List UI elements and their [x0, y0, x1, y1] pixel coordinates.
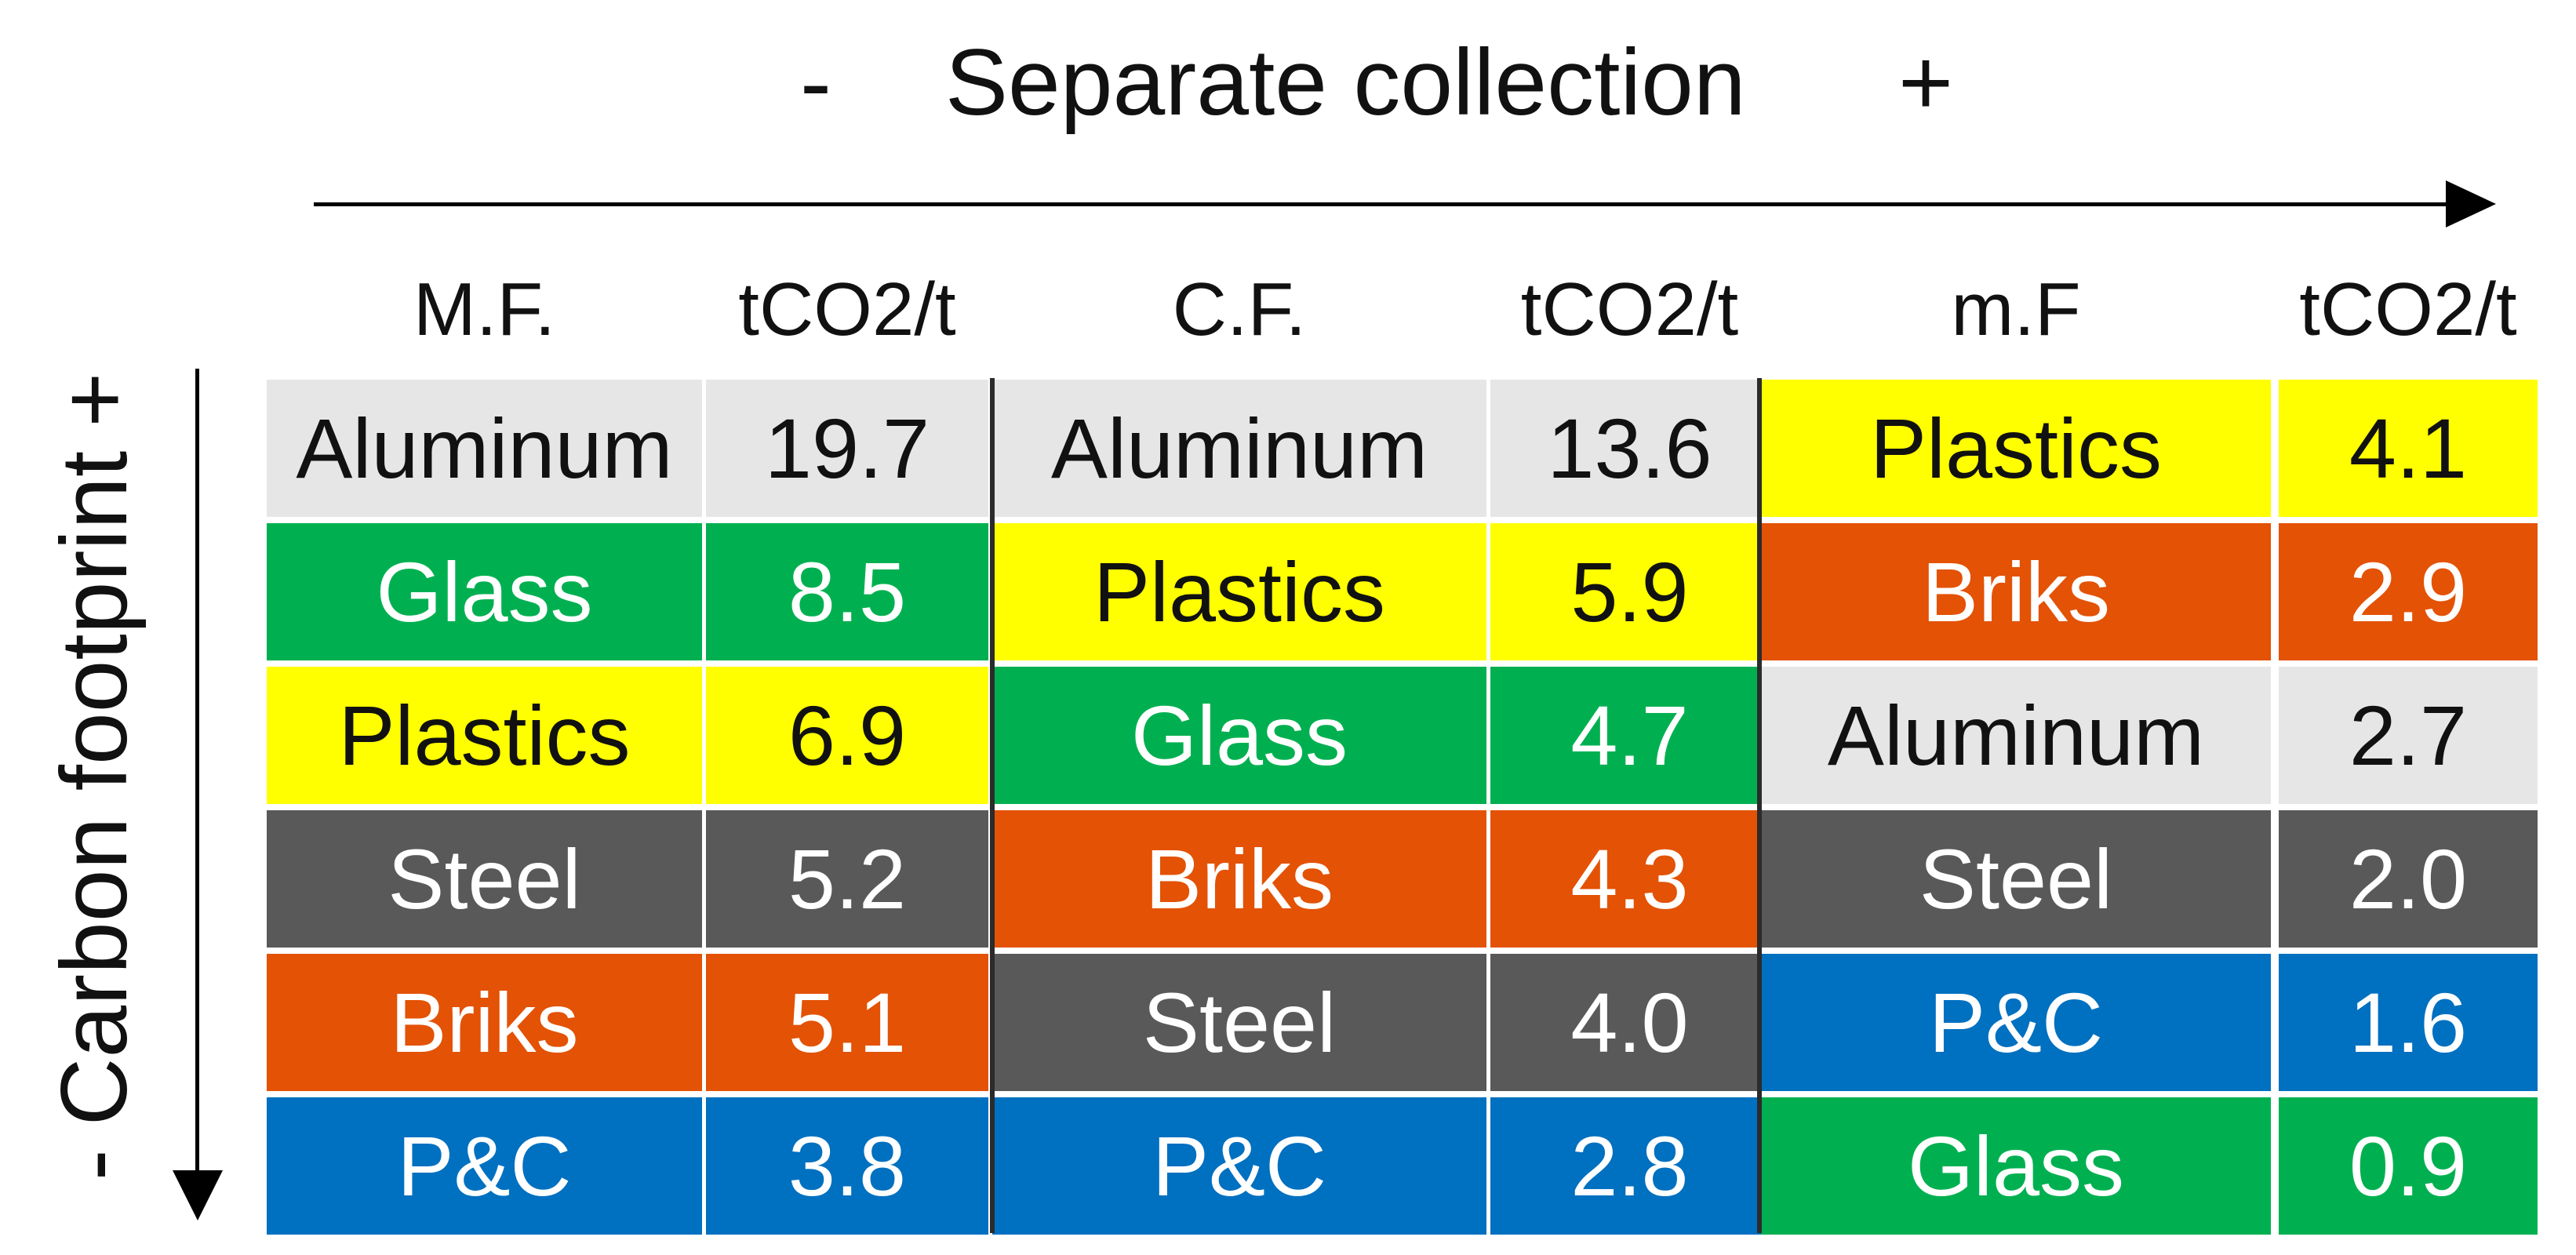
material-cell: Briks — [1761, 523, 2271, 660]
value-cell: 6.9 — [706, 667, 988, 804]
value-cell: 4.0 — [1490, 954, 1769, 1091]
material-cell: P&C — [267, 1097, 702, 1235]
value-cell: 2.0 — [2279, 810, 2538, 948]
material-cell: Plastics — [1761, 380, 2271, 517]
material-cell: P&C — [992, 1097, 1486, 1235]
value-cell: 4.7 — [1490, 667, 1769, 804]
value-cell: 2.9 — [2279, 523, 2538, 660]
material-cell: Briks — [267, 954, 702, 1091]
material-cell: Plastics — [992, 523, 1486, 660]
material-cell: Steel — [1761, 810, 2271, 948]
title-minus-sign: - — [800, 30, 831, 135]
value-cell: 4.3 — [1490, 810, 1769, 948]
group-divider-1 — [990, 378, 995, 1233]
value-cell: 2.7 — [2279, 667, 2538, 804]
value-cell: 13.6 — [1490, 380, 1769, 517]
material-cell: Aluminum — [992, 380, 1486, 517]
separate-collection-axis-title: - Separate collection + — [0, 16, 2576, 149]
value-cell: 4.1 — [2279, 380, 2538, 517]
material-cell: P&C — [1761, 954, 2271, 1091]
value-cell: 1.6 — [2279, 954, 2538, 1091]
value-cell: 5.9 — [1490, 523, 1769, 660]
material-cell: Steel — [992, 954, 1486, 1091]
value-cell: 0.9 — [2279, 1097, 2538, 1235]
material-cell: Aluminum — [267, 380, 702, 517]
value-cell: 8.5 — [706, 523, 988, 660]
unit-header-1: tCO2/t — [738, 267, 956, 351]
vertical-arrow-line — [195, 369, 199, 1177]
material-cell: Glass — [1761, 1097, 2271, 1235]
unit-header-2: tCO2/t — [1520, 267, 1739, 351]
y-axis-plus-sign: + — [42, 372, 147, 427]
y-axis-minus-sign: - — [42, 1149, 147, 1181]
title-plus-sign: + — [1898, 30, 1954, 135]
title-text: Separate collection — [945, 30, 1746, 135]
value-cell: 19.7 — [706, 380, 988, 517]
material-cell: Steel — [267, 810, 702, 948]
material-cell: Glass — [992, 667, 1486, 804]
unit-header-3: tCO2/t — [2299, 267, 2517, 351]
right-arrow-icon — [2446, 180, 2496, 227]
material-cell: Glass — [267, 523, 702, 660]
value-cell: 2.8 — [1490, 1097, 1769, 1235]
group-header-1: M.F. — [413, 267, 556, 351]
carbon-footprint-axis-text: - Carbon footprint + — [39, 373, 149, 1181]
horizontal-arrow-line — [314, 202, 2463, 206]
value-cell: 3.8 — [706, 1097, 988, 1235]
value-cell: 5.1 — [706, 954, 988, 1091]
down-arrow-icon — [173, 1170, 223, 1220]
carbon-footprint-axis-label: - Carbon footprint + — [27, 306, 161, 1247]
group-header-3: m.F — [1951, 267, 2081, 351]
group-divider-2 — [1757, 378, 1762, 1233]
value-cell: 5.2 — [706, 810, 988, 948]
group-header-2: C.F. — [1172, 267, 1307, 351]
material-cell: Briks — [992, 810, 1486, 948]
material-cell: Aluminum — [1761, 667, 2271, 804]
material-cell: Plastics — [267, 667, 702, 804]
y-axis-title: Carbon footprint — [42, 450, 147, 1126]
